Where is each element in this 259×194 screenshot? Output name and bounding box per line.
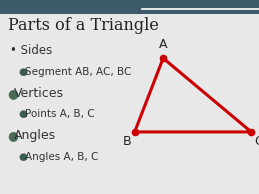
Text: ●: ●	[18, 67, 27, 77]
Text: Angles A, B, C: Angles A, B, C	[25, 152, 98, 162]
Text: B: B	[123, 135, 131, 148]
Text: ●: ●	[18, 152, 27, 162]
Text: Vertices: Vertices	[14, 87, 64, 100]
Text: Parts of a Triangle: Parts of a Triangle	[8, 17, 159, 34]
Text: Angles: Angles	[14, 129, 56, 142]
FancyBboxPatch shape	[142, 0, 259, 8]
Text: • Sides: • Sides	[10, 44, 53, 57]
FancyBboxPatch shape	[0, 0, 259, 14]
Text: Points A, B, C: Points A, B, C	[25, 109, 94, 120]
Text: C: C	[255, 135, 259, 148]
Text: Segment AB, AC, BC: Segment AB, AC, BC	[25, 67, 131, 77]
Text: ●: ●	[18, 109, 27, 120]
Text: ●: ●	[8, 87, 19, 100]
Text: ●: ●	[8, 129, 19, 142]
Text: A: A	[159, 38, 167, 51]
